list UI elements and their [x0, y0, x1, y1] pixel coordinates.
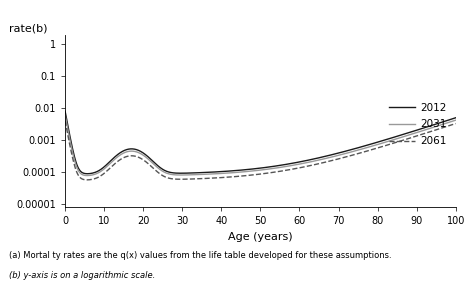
2061 — [453, 122, 458, 125]
2031 — [84, 174, 90, 177]
2061 — [84, 178, 90, 182]
Line: 2031: 2031 — [65, 115, 456, 175]
Line: 2012: 2012 — [65, 111, 456, 174]
2031 — [359, 147, 365, 151]
Line: 2061: 2061 — [65, 121, 456, 180]
2031 — [399, 135, 405, 139]
2061 — [359, 151, 365, 154]
2061 — [62, 119, 68, 122]
2031 — [312, 159, 317, 163]
2012 — [399, 133, 405, 137]
2031 — [300, 162, 306, 165]
2012 — [87, 172, 93, 175]
2031 — [453, 118, 458, 122]
2061 — [300, 166, 306, 169]
2061 — [399, 139, 405, 142]
2031 — [290, 164, 295, 167]
2031 — [62, 113, 68, 117]
2031 — [87, 174, 93, 177]
2061 — [312, 163, 317, 166]
2012 — [300, 160, 306, 163]
2012 — [62, 109, 68, 113]
2061 — [87, 178, 93, 181]
Text: (b) y-axis is on a logarithmic scale.: (b) y-axis is on a logarithmic scale. — [9, 271, 156, 280]
Legend: 2012, 2031, 2061: 2012, 2031, 2061 — [385, 98, 451, 150]
2012 — [359, 145, 365, 148]
Text: rate(b): rate(b) — [9, 23, 48, 33]
X-axis label: Age (years): Age (years) — [228, 232, 292, 242]
2061 — [290, 167, 295, 171]
2012 — [453, 116, 458, 120]
2012 — [85, 172, 90, 175]
2012 — [312, 157, 317, 160]
Text: (a) Mortal ty rates are the q(x) values from the life table developed for these : (a) Mortal ty rates are the q(x) values … — [9, 251, 392, 259]
2012 — [290, 162, 295, 165]
